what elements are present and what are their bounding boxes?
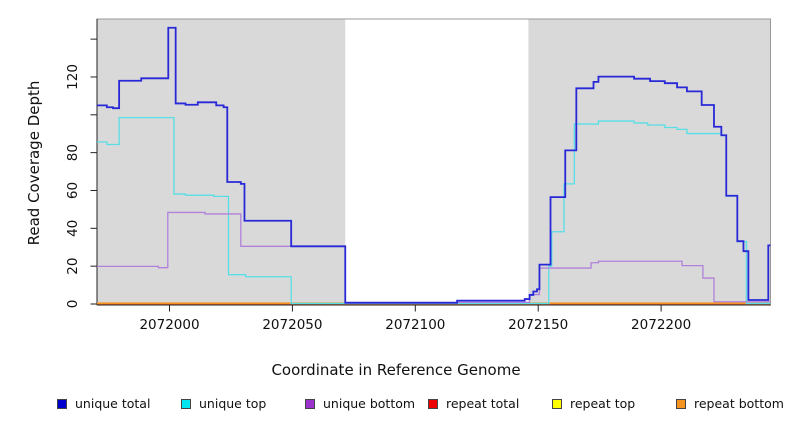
x-tick-label: 2072150 xyxy=(508,317,568,333)
repeat-bottom-swatch-icon xyxy=(676,399,686,409)
y-axis-title: Read Coverage Depth xyxy=(25,80,43,246)
legend-item-label: repeat bottom xyxy=(694,396,784,411)
y-tick-label: 20 xyxy=(65,258,81,275)
x-tick-label: 2072200 xyxy=(631,317,691,333)
x-tick-label: 2072100 xyxy=(385,317,445,333)
repeat-total-swatch-icon xyxy=(428,399,438,409)
repeat-top-swatch-icon xyxy=(552,399,562,409)
legend-item-repeat-total: repeat total xyxy=(428,396,519,412)
legend-item-unique-total: unique total xyxy=(57,396,150,412)
x-tick-label: 2072050 xyxy=(262,317,322,333)
y-tick-label: 60 xyxy=(65,182,81,199)
legend-item-repeat-bottom: repeat bottom xyxy=(676,396,784,412)
legend-item-label: unique bottom xyxy=(323,396,416,411)
shaded-region xyxy=(97,19,346,305)
shaded-region xyxy=(528,19,771,305)
legend-item-repeat-top: repeat top xyxy=(552,396,635,412)
legend-item-unique-top: unique top xyxy=(181,396,266,412)
y-tick-label: 80 xyxy=(65,144,81,161)
x-axis-title: Coordinate in Reference Genome xyxy=(271,361,521,379)
legend-item-label: unique total xyxy=(75,396,151,411)
unique-bottom-swatch-icon xyxy=(305,399,315,409)
legend-item-label: repeat total xyxy=(446,396,520,411)
unique-top-swatch-icon xyxy=(181,399,191,409)
y-tick-label: 0 xyxy=(65,300,81,309)
y-tick-label: 120 xyxy=(65,64,81,90)
series-unique-total xyxy=(97,26,771,304)
legend: unique total unique top unique bottom re… xyxy=(0,396,792,416)
unique-total-swatch-icon xyxy=(57,399,67,409)
legend-item-label: repeat top xyxy=(570,396,636,411)
x-tick-label: 2072000 xyxy=(139,317,199,333)
legend-item-unique-bottom: unique bottom xyxy=(305,396,415,412)
legend-item-label: unique top xyxy=(199,396,267,411)
y-tick-label: 40 xyxy=(65,220,81,237)
